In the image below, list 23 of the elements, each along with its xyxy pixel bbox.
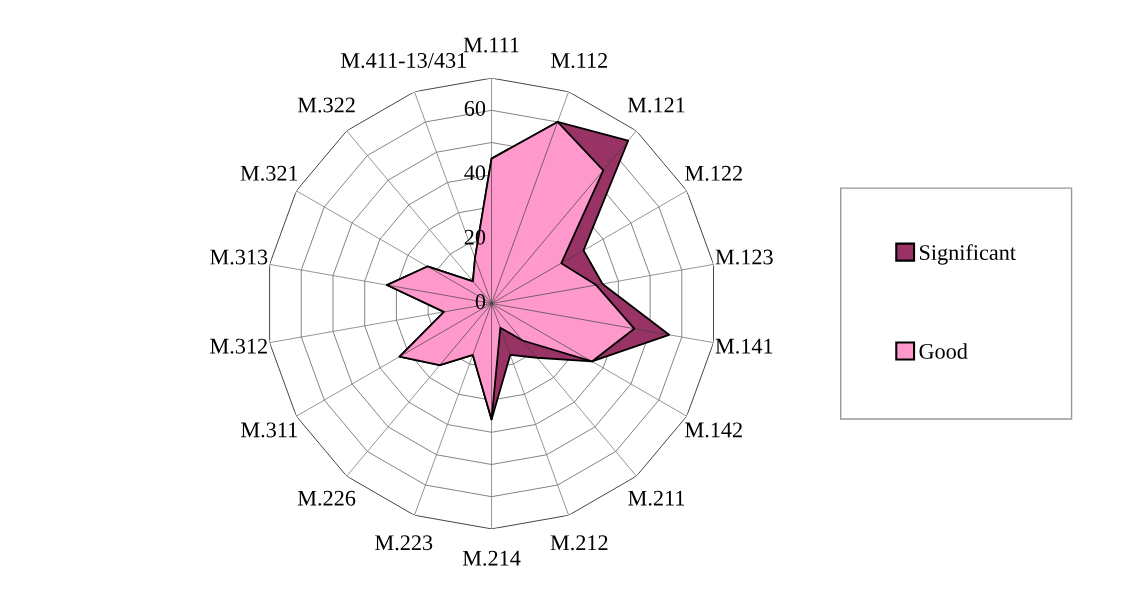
y-tick-label: 60 <box>464 100 486 116</box>
spoke-label: M.311 <box>241 422 297 438</box>
spoke-label: M.142 <box>685 422 742 438</box>
legend-label: Significant <box>919 244 1016 265</box>
spoke-label: M.322 <box>297 97 355 113</box>
spoke-label: M.121 <box>627 97 685 113</box>
spoke-label: M.321 <box>240 165 298 181</box>
spoke-label: M.313 <box>210 249 268 265</box>
spoke-label: M.226 <box>297 490 356 506</box>
y-tick-label: 40 <box>464 165 486 181</box>
spoke-label: M.214 <box>462 550 521 566</box>
spoke-label: M.411-13/431 <box>340 52 466 69</box>
spoke-label: M.211 <box>628 490 685 506</box>
spoke-label: M.212 <box>550 535 608 551</box>
spoke-label: M.123 <box>715 249 773 265</box>
legend-label: Good <box>919 343 968 359</box>
spoke-label: M.223 <box>375 535 433 551</box>
y-tick-label: 0 <box>475 294 486 310</box>
spoke-label: M.122 <box>685 165 742 181</box>
spoke-label: M.312 <box>210 338 267 354</box>
spoke-label: M.112 <box>551 52 607 69</box>
spoke-label: M.141 <box>715 338 773 354</box>
spoke-label: M.111 <box>463 37 519 53</box>
